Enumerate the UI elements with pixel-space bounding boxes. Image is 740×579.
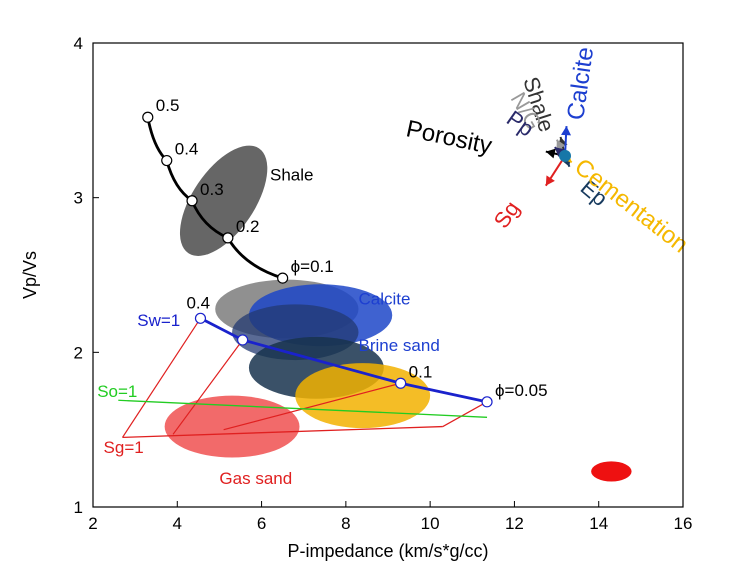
- marker-shale-1: [161, 154, 173, 167]
- vector-head-n-g: [556, 139, 566, 150]
- annotation-sg-1: Sg=1: [104, 438, 144, 457]
- marker-brine-sand-3: [481, 396, 493, 408]
- ellipse-gas-sand: [164, 395, 300, 458]
- y-axis-label: Vp/Vs: [20, 251, 40, 299]
- x-tick-label-6: 6: [257, 514, 266, 533]
- annotation-sw-1: Sw=1: [137, 311, 180, 330]
- fan-line-2: [223, 382, 401, 431]
- point-label-shale-1: 0.4: [175, 140, 199, 159]
- plot-frame: [92, 42, 684, 508]
- x-axis-label: P-impedance (km/s*g/cc): [287, 541, 488, 561]
- vector-head-porosity: [545, 148, 556, 159]
- marker-shale-4: [277, 272, 289, 284]
- point-label-shale-3: 0.2: [236, 217, 260, 236]
- marker-shale-0: [142, 111, 154, 123]
- annotation-gas-sand: Gas sand: [219, 469, 292, 488]
- x-tick-label-10: 10: [421, 514, 440, 533]
- x-tick-label-14: 14: [589, 514, 608, 533]
- point-label-shale-4: ϕ=0.1: [291, 257, 334, 276]
- y-tick-label-3: 3: [74, 189, 83, 208]
- annotation-brine-sand: Brine sand: [359, 336, 440, 355]
- point-label-brine-sand-3: ϕ=0.05: [495, 381, 548, 400]
- x-tick-label-4: 4: [173, 514, 182, 533]
- lines-layer: [118, 116, 488, 439]
- y-tick-label-1: 1: [74, 498, 83, 517]
- annotation-shale: Shale: [270, 166, 313, 185]
- annotations-layer: 0.5 0.4 0.3 0.2 ϕ=0.1 0.4 0.1 ϕ=0.05 Shale Calcit…: [97, 96, 547, 488]
- vector-label-sg: Sg: [489, 196, 525, 232]
- y-tick-label-2: 2: [74, 343, 83, 362]
- marker-brine-sand-2: [395, 377, 407, 389]
- point-label-brine-sand-0: 0.4: [186, 293, 210, 312]
- x-tick-label-2: 2: [88, 514, 97, 533]
- x-tick-label-8: 8: [341, 514, 350, 533]
- ellipse-shale-cluster: [179, 145, 268, 256]
- series-line-so-1: [118, 399, 488, 418]
- fan-line-1: [172, 339, 244, 435]
- vector-head-pp: [554, 147, 565, 157]
- point-label-brine-sand-2: 0.1: [409, 362, 433, 381]
- vector-label-calcite: Calcite: [562, 45, 599, 121]
- annotation-so-1: So=1: [97, 382, 137, 401]
- point-label-shale-2: 0.3: [200, 180, 224, 199]
- ellipse-yellow: [295, 363, 431, 429]
- vector-label-porosity: Porosity: [404, 115, 494, 159]
- vector-head-sg: [545, 175, 555, 186]
- vector-origin-dot: [559, 149, 571, 162]
- annotation-calcite: Calcite: [359, 289, 411, 308]
- marker-shale-3: [222, 232, 234, 244]
- y-tick-label-4: 4: [74, 34, 83, 53]
- markers-layer: [142, 111, 493, 408]
- ellipse-red-dot: [591, 461, 632, 482]
- marker-brine-sand-0: [194, 312, 207, 324]
- point-label-shale-0: 0.5: [156, 96, 180, 115]
- marker-shale-2: [186, 195, 198, 207]
- x-tick-label-12: 12: [505, 514, 524, 533]
- x-tick-label-16: 16: [674, 514, 693, 533]
- vector-label-cementation: Cementation: [569, 153, 693, 258]
- series-line-sg-1: [122, 425, 443, 439]
- fan-line-0: [121, 317, 201, 438]
- vector-head-calcite: [561, 126, 572, 136]
- fan-line-3: [442, 401, 488, 428]
- series-line-brine-sand: [199, 317, 488, 404]
- marker-brine-sand-1: [237, 334, 249, 346]
